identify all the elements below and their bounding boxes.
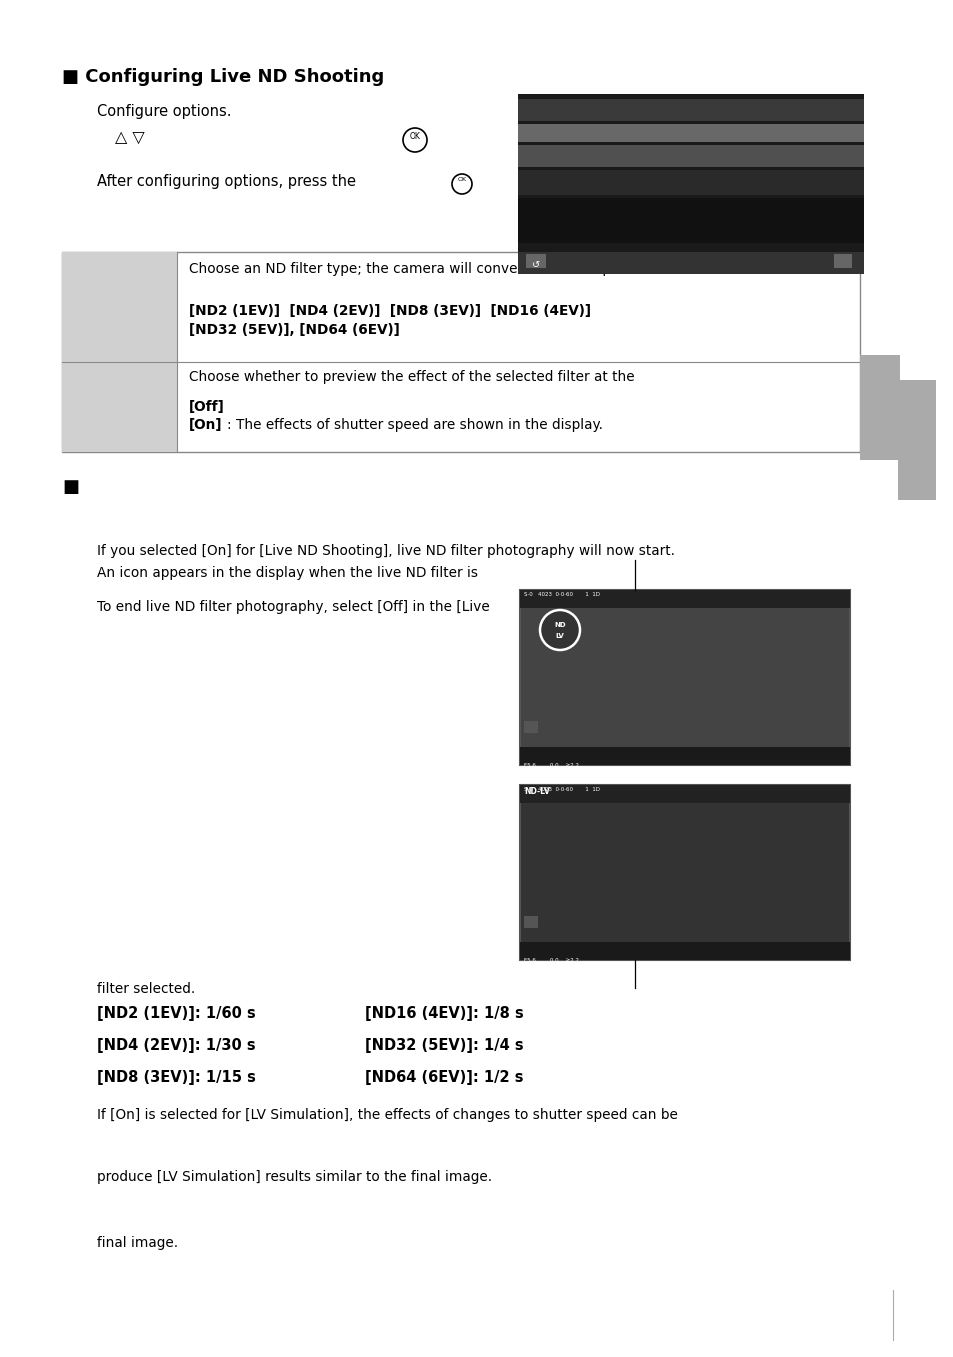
Text: ■: ■ (62, 478, 79, 497)
Bar (519, 657, 849, 664)
Text: ↺: ↺ (532, 261, 539, 270)
Bar (519, 692, 849, 699)
Bar (519, 677, 849, 684)
Bar (519, 824, 849, 830)
Bar (519, 852, 849, 859)
Bar (519, 643, 849, 650)
Bar (519, 879, 849, 886)
Bar (519, 921, 849, 928)
Bar (62, 252, 859, 452)
Bar (519, 886, 849, 893)
Bar (517, 99, 863, 121)
Bar (62, 362, 177, 452)
Bar (519, 859, 849, 866)
Bar (519, 844, 849, 852)
Bar (519, 712, 849, 719)
Text: △ ▽: △ ▽ (115, 130, 145, 145)
Bar (519, 915, 849, 921)
Text: Choose whether to preview the effect of the selected filter at the: Choose whether to preview the effect of … (189, 370, 634, 384)
Text: final image.: final image. (97, 1236, 178, 1250)
Bar (897, 380, 935, 499)
Bar (519, 830, 849, 837)
Bar (519, 726, 849, 733)
Bar (519, 650, 849, 657)
Bar (519, 784, 849, 959)
Bar (519, 866, 849, 873)
Bar (517, 252, 863, 274)
Bar (519, 622, 849, 628)
Text: Choose an ND filter type; the camera will convert it to an exposure: Choose an ND filter type; the camera wil… (189, 262, 648, 275)
Bar (519, 628, 849, 636)
Text: [ND2 (1EV)]  [ND4 (2EV)]  [ND8 (3EV)]  [ND16 (4EV)]
[ND32 (5EV)], [ND64 (6EV)]: [ND2 (1EV)] [ND4 (2EV)] [ND8 (3EV)] [ND1… (189, 304, 590, 338)
Bar (517, 145, 863, 167)
Bar (519, 636, 849, 643)
Bar (519, 615, 849, 622)
Bar (519, 900, 849, 908)
Text: ■ Configuring Live ND Shooting: ■ Configuring Live ND Shooting (62, 68, 384, 85)
Text: [ND4 (2EV)]: 1/30 s: [ND4 (2EV)]: 1/30 s (97, 1038, 255, 1053)
Text: OK: OK (409, 132, 420, 141)
Text: [Off]: [Off] (189, 400, 225, 414)
Text: S·0   4023  0·0·60       1  1D: S·0 4023 0·0·60 1 1D (523, 592, 599, 597)
Text: LV: LV (555, 632, 564, 639)
Text: If you selected [On] for [Live ND Shooting], live ND filter photography will now: If you selected [On] for [Live ND Shooti… (97, 544, 675, 579)
Bar (517, 170, 863, 195)
Bar (519, 706, 849, 712)
Bar (519, 837, 849, 844)
Bar (519, 684, 849, 692)
Bar (519, 817, 849, 824)
Bar (519, 928, 849, 935)
Text: produce [LV Simulation] results similar to the final image.: produce [LV Simulation] results similar … (97, 1170, 492, 1185)
Text: ND: ND (554, 622, 565, 628)
Bar (859, 356, 899, 460)
Bar (519, 590, 849, 608)
Text: If [On] is selected for [LV Simulation], the effects of changes to shutter speed: If [On] is selected for [LV Simulation],… (97, 1109, 678, 1122)
Text: [ND2 (1EV)]: 1/60 s: [ND2 (1EV)]: 1/60 s (97, 1006, 255, 1020)
Text: Configure options.: Configure options. (97, 104, 232, 119)
Bar (519, 935, 849, 942)
Text: [ND16 (4EV)]: 1/8 s: [ND16 (4EV)]: 1/8 s (365, 1006, 523, 1020)
Text: : The effects of shutter speed are shown in the display.: : The effects of shutter speed are shown… (227, 418, 602, 432)
Bar (519, 664, 849, 670)
Bar (517, 94, 863, 274)
Text: OK: OK (456, 176, 466, 182)
Bar (517, 123, 863, 142)
Text: After configuring options, press the: After configuring options, press the (97, 174, 355, 189)
Text: [On]: [On] (189, 418, 222, 432)
Bar (523, 721, 537, 733)
Bar (517, 198, 863, 243)
Text: ND-LV: ND-LV (523, 787, 549, 797)
Circle shape (539, 611, 579, 650)
Bar (519, 810, 849, 817)
Bar (519, 908, 849, 915)
Text: F5.6        0.0    ≥2.2: F5.6 0.0 ≥2.2 (523, 958, 578, 963)
Text: F5.6        0.0    ≥2.2: F5.6 0.0 ≥2.2 (523, 763, 578, 768)
Text: [ND64 (6EV)]: 1/2 s: [ND64 (6EV)]: 1/2 s (365, 1071, 523, 1086)
Bar (519, 590, 849, 765)
Bar (519, 942, 849, 959)
Bar (62, 252, 177, 362)
Bar (519, 740, 849, 746)
Bar (519, 803, 849, 810)
Bar (519, 784, 849, 803)
Text: To end live ND filter photography, select [Off] in the [Live: To end live ND filter photography, selec… (97, 600, 489, 613)
Bar (519, 699, 849, 706)
Text: [ND8 (3EV)]: 1/15 s: [ND8 (3EV)]: 1/15 s (97, 1071, 255, 1086)
Bar (833, 254, 851, 267)
Bar (519, 893, 849, 900)
Bar (525, 254, 545, 267)
Text: S·0   4023  0·0·60       1  1D: S·0 4023 0·0·60 1 1D (523, 787, 599, 792)
Bar (523, 916, 537, 928)
Text: [ND32 (5EV)]: 1/4 s: [ND32 (5EV)]: 1/4 s (365, 1038, 523, 1053)
Bar (519, 873, 849, 879)
Bar (519, 746, 849, 765)
Bar (519, 608, 849, 615)
Bar (519, 719, 849, 726)
Text: filter selected.: filter selected. (97, 982, 195, 996)
Bar (519, 733, 849, 740)
Bar (519, 670, 849, 677)
